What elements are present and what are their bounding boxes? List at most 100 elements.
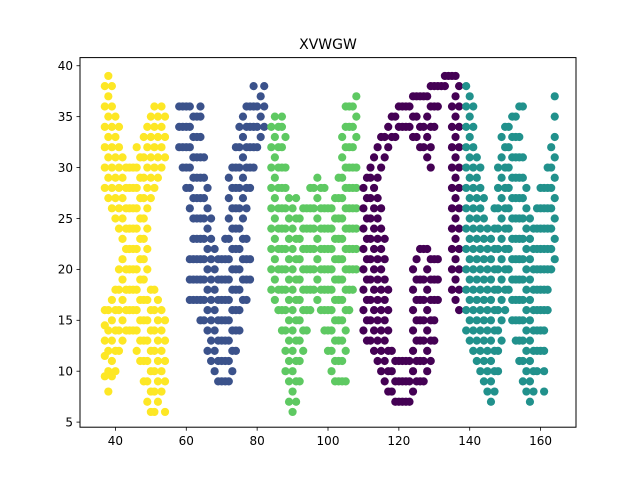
data-point [408, 346, 418, 355]
data-point [292, 194, 301, 203]
data-point [423, 367, 432, 376]
data-point [270, 255, 279, 264]
data-point [525, 234, 535, 243]
data-point [284, 194, 294, 203]
data-point [352, 244, 361, 254]
data-point [327, 265, 336, 274]
data-point [373, 234, 382, 243]
data-point [522, 306, 531, 315]
data-point [405, 356, 414, 366]
data-point [260, 82, 269, 91]
data-point [224, 295, 233, 305]
data-point [540, 387, 549, 396]
data-point [472, 153, 481, 162]
data-point [497, 132, 506, 142]
data-point [380, 336, 389, 345]
data-point [493, 224, 503, 233]
data-point [270, 112, 279, 121]
data-point [384, 285, 393, 294]
data-point [267, 285, 276, 294]
data-point [373, 295, 382, 305]
data-point [380, 275, 389, 284]
data-point [114, 122, 124, 131]
data-point [451, 132, 460, 142]
data-point [206, 234, 216, 243]
data-point [493, 367, 503, 376]
data-point [472, 214, 481, 223]
data-point [465, 194, 474, 203]
data-point [408, 326, 418, 335]
data-point [267, 163, 276, 172]
data-point [210, 285, 219, 294]
data-point [143, 224, 152, 233]
data-point [419, 143, 428, 152]
data-point [447, 265, 457, 274]
data-point [522, 367, 531, 376]
data-point [132, 143, 141, 152]
data-point [550, 112, 559, 121]
data-point [472, 194, 481, 203]
data-point [313, 194, 322, 203]
data-point [107, 122, 116, 131]
data-point [160, 407, 170, 417]
data-point [235, 265, 244, 274]
data-point [359, 306, 368, 315]
data-point [235, 183, 244, 193]
data-point [199, 194, 209, 203]
data-point [157, 326, 166, 335]
data-point [107, 204, 116, 213]
data-point [295, 336, 304, 345]
data-point [391, 112, 400, 121]
data-point [235, 244, 244, 254]
data-point [270, 295, 279, 305]
data-point [267, 244, 276, 254]
data-point [377, 306, 386, 315]
data-point [228, 367, 237, 376]
data-point [486, 234, 496, 243]
data-point [469, 244, 478, 254]
data-point [454, 306, 464, 315]
data-point [146, 112, 155, 121]
data-point [469, 346, 478, 355]
data-point [377, 265, 386, 274]
y-tick-label: 5 [65, 415, 73, 429]
data-point [419, 356, 428, 366]
data-point [118, 255, 127, 264]
data-point [451, 194, 460, 203]
data-point [518, 275, 527, 284]
data-point [139, 194, 148, 203]
data-point [462, 183, 471, 193]
data-point [224, 194, 233, 203]
data-point [469, 285, 478, 294]
data-point [476, 326, 485, 335]
data-point [150, 122, 159, 131]
data-point [327, 204, 336, 213]
data-point [267, 224, 276, 233]
data-point [462, 163, 471, 172]
data-point [454, 244, 464, 254]
data-point [288, 346, 297, 355]
data-point [366, 214, 375, 223]
data-point [522, 183, 531, 193]
data-point [104, 112, 113, 121]
data-point [153, 295, 163, 305]
data-point [256, 112, 265, 121]
data-point [309, 183, 318, 193]
data-point [235, 285, 244, 294]
data-point [107, 82, 116, 91]
data-point [462, 265, 471, 274]
data-point [210, 244, 219, 254]
data-point [486, 397, 496, 406]
data-point [547, 143, 556, 152]
data-point [550, 194, 559, 203]
data-point [451, 255, 460, 264]
data-point [157, 143, 166, 152]
data-point [472, 316, 481, 325]
data-point [206, 275, 216, 284]
data-point [504, 244, 513, 254]
data-point [206, 214, 216, 223]
data-point [483, 265, 492, 274]
data-point [359, 326, 368, 335]
data-point [419, 316, 428, 325]
data-point [143, 377, 152, 386]
